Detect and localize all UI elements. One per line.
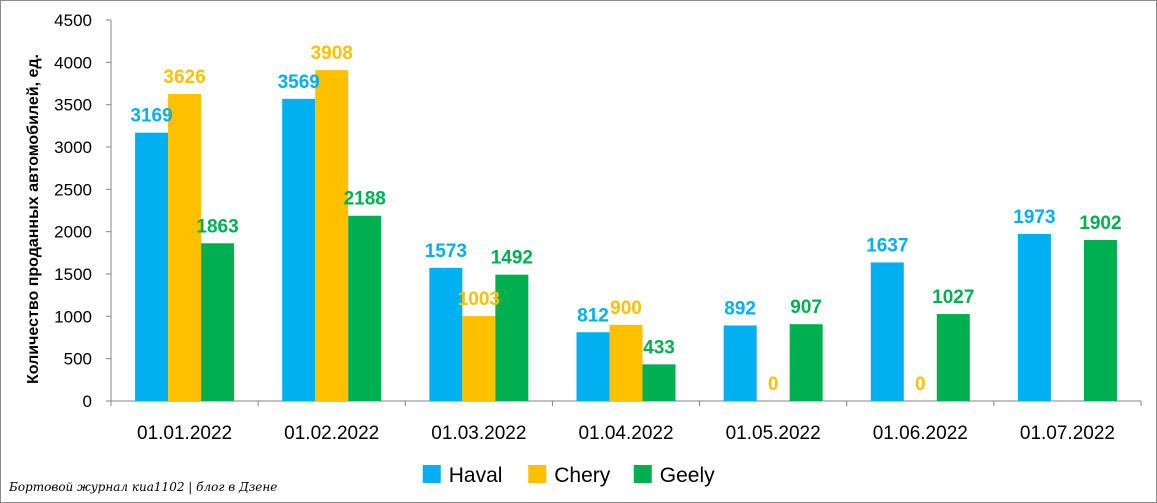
data-label-geely: 907 — [790, 297, 822, 318]
bar-haval — [723, 325, 757, 401]
y-tick-label: 3500 — [54, 96, 92, 115]
bar-haval — [576, 332, 610, 401]
y-tick-label: 2500 — [54, 180, 92, 199]
bar-geely — [495, 274, 529, 401]
data-label-chery: 900 — [610, 298, 642, 319]
bar-geely — [936, 314, 970, 401]
x-tick-label: 01.06.2022 — [873, 423, 968, 444]
data-label-haval: 1973 — [1013, 207, 1055, 228]
legend-swatch-haval — [422, 465, 441, 483]
data-label-haval: 812 — [577, 305, 609, 326]
x-tick-label: 01.01.2022 — [137, 423, 232, 444]
data-label-chery: 1003 — [458, 289, 500, 310]
bar-geely — [348, 215, 382, 401]
legend-label-haval: Haval — [449, 464, 503, 487]
data-label-haval: 1573 — [425, 241, 467, 262]
data-label-chery: 3908 — [311, 43, 353, 64]
bars — [135, 70, 1117, 402]
bar-haval — [1017, 233, 1051, 401]
data-label-chery: 0 — [915, 374, 926, 395]
legend-swatch-geely — [633, 465, 652, 483]
x-tick-label: 01.03.2022 — [431, 423, 526, 444]
bar-haval — [870, 262, 904, 401]
data-label-haval: 3569 — [278, 72, 320, 93]
y-tick-label: 0 — [83, 392, 92, 411]
y-tick-label: 500 — [64, 350, 92, 369]
y-tick-label: 1500 — [54, 265, 92, 284]
bar-haval — [282, 98, 316, 401]
data-label-haval: 3169 — [130, 106, 172, 127]
bar-geely — [642, 364, 676, 401]
y-tick-label: 4000 — [54, 53, 92, 72]
x-tick-label: 01.02.2022 — [284, 423, 379, 444]
x-tick-label: 01.05.2022 — [726, 423, 821, 444]
credit-text: Бортовой журнал киа1102 | блог в Дзене — [9, 480, 278, 494]
y-tick-label: 4500 — [54, 11, 92, 30]
y-axis-label: Количество проданных автомобилей, ед. — [25, 54, 42, 384]
y-tick-label: 2000 — [54, 223, 92, 242]
data-label-geely: 1492 — [491, 248, 533, 269]
bar-chery — [462, 316, 496, 401]
y-tick-label: 3000 — [54, 138, 92, 157]
data-label-geely: 2188 — [344, 189, 386, 210]
legend: Haval Chery Geely — [422, 464, 715, 487]
data-label-geely: 433 — [643, 337, 675, 358]
bar-chery — [315, 70, 349, 401]
data-label-chery: 0 — [768, 374, 779, 395]
bar-haval — [135, 132, 169, 401]
y-axis-title-group: Количество проданных автомобилей, ед. — [25, 54, 42, 384]
bar-geely — [201, 243, 235, 401]
x-tick-label: 01.04.2022 — [578, 423, 673, 444]
bar-chery — [168, 93, 202, 402]
bar-chery — [609, 324, 643, 401]
data-label-chery: 3626 — [163, 67, 205, 88]
x-tick-label: 01.07.2022 — [1020, 423, 1115, 444]
legend-swatch-chery — [528, 465, 547, 483]
legend-label-geely: Geely — [660, 464, 715, 487]
data-label-geely: 1902 — [1079, 213, 1121, 234]
bar-haval — [429, 267, 463, 401]
legend-label-chery: Chery — [554, 464, 611, 487]
data-label-geely: 1863 — [196, 216, 238, 237]
data-label-haval: 892 — [724, 298, 756, 319]
bar-geely — [789, 324, 823, 401]
y-tick-label: 1000 — [54, 307, 92, 326]
data-label-haval: 1637 — [866, 235, 908, 256]
bar-geely — [1083, 239, 1117, 401]
data-label-geely: 1027 — [932, 287, 974, 308]
axes: 0 500 1000 1500 2000 2500 3000 3500 4000 4500 01.0… — [54, 11, 1142, 444]
